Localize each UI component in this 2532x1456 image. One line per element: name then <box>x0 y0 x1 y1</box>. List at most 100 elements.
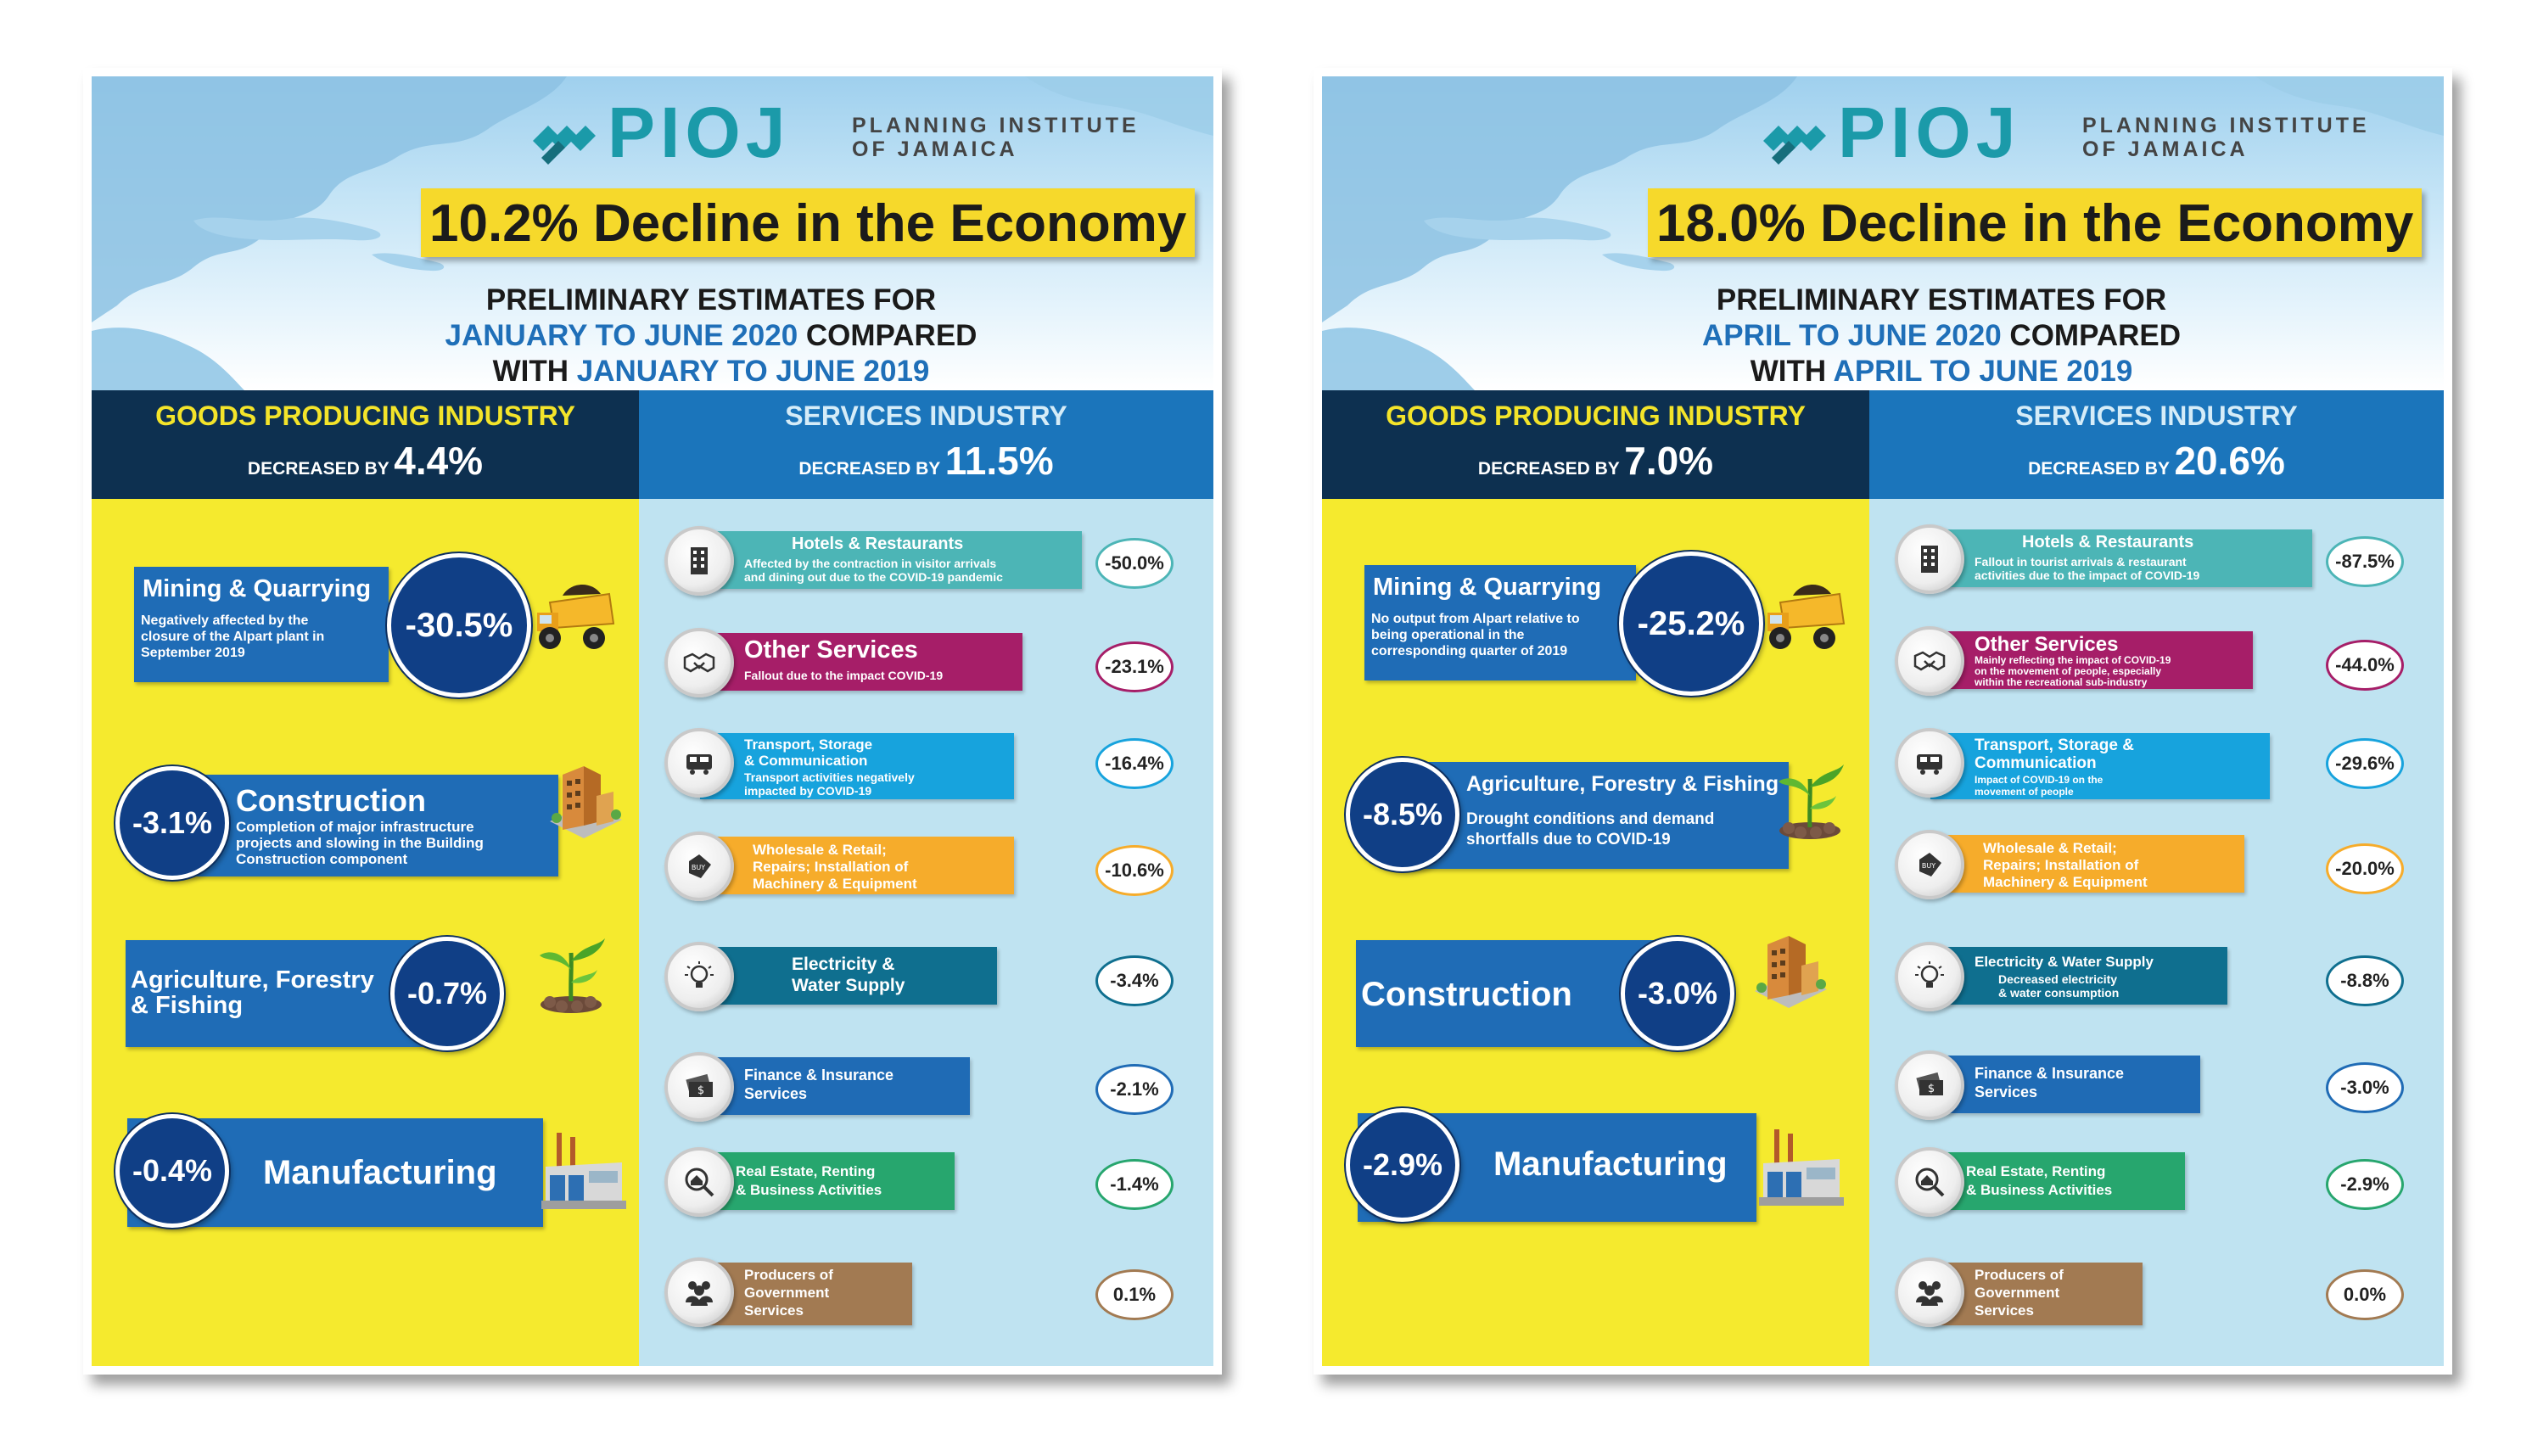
goods-value-manufacturing: -2.9% <box>1346 1108 1459 1222</box>
services-column: Hotels & Restaurants Affected by the con… <box>639 499 1213 1366</box>
building-icon <box>1746 923 1831 1016</box>
people-icon <box>664 1257 734 1327</box>
service-row-hotels: Hotels & Restaurants Affected by the con… <box>664 526 1174 596</box>
service-value-hotels: -87.5% <box>2326 536 2404 587</box>
goods-value-construction: -3.1% <box>115 766 229 880</box>
services-title: SERVICES INDUSTRY <box>2015 400 2298 431</box>
lightbulb-icon <box>1895 942 1964 1011</box>
header: PIOJ PLANNING INSTITUTE OF JAMAICA 18.0% … <box>1322 76 2444 390</box>
goods-value-mining: -30.5% <box>387 553 531 697</box>
service-row-transport: Transport, Storage & Communication Transp… <box>664 728 1174 799</box>
service-row-real-estate: Real Estate, Renting & Business Activitie… <box>1895 1147 2404 1217</box>
goods-item-agriculture: Agriculture, Forestry & Fishing <box>126 940 431 1047</box>
service-value-finance: -2.1% <box>1095 1064 1174 1115</box>
pioj-logo-mark-icon <box>533 114 601 165</box>
service-row-other: Other Services Mainly reflecting the imp… <box>1895 626 2404 696</box>
goods-decrease: DECREASED BY 7.0% <box>1477 439 1714 483</box>
service-value-transport: -29.6% <box>2326 738 2404 789</box>
service-row-government: Producers of Government Services 0.1% <box>664 1257 1174 1327</box>
service-row-wholesale: Wholesale & Retail; Repairs; Installation… <box>1895 830 2404 899</box>
goods-item-agriculture: Agriculture, Forestry & Fishing Drought … <box>1398 762 1789 869</box>
service-row-electricity: Electricity & Water Supply -3.4% <box>664 942 1174 1011</box>
service-row-other: Other Services Fallout due to the impact… <box>664 628 1174 697</box>
headline: 10.2% Decline in the Economy <box>421 188 1196 257</box>
goods-item-mining: Mining & Quarrying No output from Alpart… <box>1364 565 1636 680</box>
infographic-panel-right: PIOJ PLANNING INSTITUTE OF JAMAICA 18.0% … <box>1314 68 2452 1375</box>
service-value-finance: -3.0% <box>2326 1062 2404 1113</box>
service-row-finance: Finance & Insurance Services -2.1% <box>664 1052 1174 1122</box>
goods-value-mining: -25.2% <box>1619 552 1763 696</box>
train-icon <box>1895 728 1964 798</box>
service-row-real-estate: Real Estate, Renting & Business Activitie… <box>664 1147 1174 1217</box>
dump-truck-icon <box>533 577 618 653</box>
services-header: SERVICES INDUSTRY DECREASED BY 20.6% <box>1869 390 2444 499</box>
hotel-icon <box>1895 524 1964 594</box>
service-value-hotels: -50.0% <box>1095 538 1174 589</box>
service-value-government: 0.0% <box>2326 1269 2404 1320</box>
goods-title: GOODS PRODUCING INDUSTRY <box>1386 400 1806 431</box>
service-value-wholesale: -20.0% <box>2326 843 2404 894</box>
service-row-finance: Finance & Insurance Services -3.0% <box>1895 1050 2404 1120</box>
subtitle: PRELIMINARY ESTIMATES FOR APRIL TO JUNE … <box>1701 283 2182 388</box>
logo-subtitle: PLANNING INSTITUTE OF JAMAICA <box>2082 114 2370 161</box>
buy-tag-icon <box>664 832 734 901</box>
plant-icon <box>533 923 609 1016</box>
goods-column: Mining & Quarrying Negatively affected b… <box>92 499 639 1366</box>
goods-header: GOODS PRODUCING INDUSTRY DECREASED BY 7.… <box>1322 390 1869 499</box>
services-column: Hotels & Restaurants Fallout in tourist … <box>1869 499 2444 1366</box>
building-icon <box>541 753 626 847</box>
goods-item-construction: Construction <box>1356 940 1661 1047</box>
factory-icon <box>541 1128 626 1213</box>
service-row-wholesale: Wholesale & Retail; Repairs; Installation… <box>664 832 1174 901</box>
headline: 18.0% Decline in the Economy <box>1648 188 2423 257</box>
money-icon <box>1895 1050 1964 1120</box>
goods-item-mining: Mining & Quarrying Negatively affected b… <box>134 567 389 682</box>
handshake-icon <box>664 628 734 697</box>
money-icon <box>664 1052 734 1122</box>
subtitle: PRELIMINARY ESTIMATES FOR JANUARY TO JUN… <box>445 283 978 388</box>
goods-value-manufacturing: -0.4% <box>115 1114 229 1228</box>
goods-column: Mining & Quarrying No output from Alpart… <box>1322 499 1869 1366</box>
house-search-icon <box>664 1147 734 1217</box>
people-icon <box>1895 1257 1964 1327</box>
hotel-icon <box>664 526 734 596</box>
service-value-real-estate: -1.4% <box>1095 1159 1174 1210</box>
service-value-other: -44.0% <box>2326 640 2404 691</box>
service-row-transport: Transport, Storage & Communication Impact… <box>1895 728 2404 799</box>
factory-icon <box>1759 1125 1844 1210</box>
services-title: SERVICES INDUSTRY <box>785 400 1067 431</box>
services-decrease: DECREASED BY 20.6% <box>2028 439 2285 483</box>
service-row-electricity: Electricity & Water Supply Decreased ele… <box>1895 942 2404 1011</box>
service-value-electricity: -8.8% <box>2326 955 2404 1006</box>
goods-value-agriculture: -0.7% <box>390 937 504 1050</box>
pioj-logo-mark-icon <box>1763 114 1831 165</box>
header: PIOJ PLANNING INSTITUTE OF JAMAICA 10.2% … <box>92 76 1213 390</box>
buy-tag-icon <box>1895 830 1964 899</box>
service-value-real-estate: -2.9% <box>2326 1159 2404 1210</box>
goods-value-construction: -3.0% <box>1621 937 1734 1050</box>
services-header: SERVICES INDUSTRY DECREASED BY 11.5% <box>639 390 1213 499</box>
service-value-government: 0.1% <box>1095 1269 1174 1320</box>
goods-decrease: DECREASED BY 4.4% <box>247 439 484 483</box>
plant-icon <box>1772 749 1848 843</box>
dump-truck-icon <box>1763 577 1848 653</box>
house-search-icon <box>1895 1147 1964 1217</box>
goods-item-construction: Construction Completion of major infrast… <box>168 775 558 876</box>
logo-subtitle: PLANNING INSTITUTE OF JAMAICA <box>852 114 1140 161</box>
goods-header: GOODS PRODUCING INDUSTRY DECREASED BY 4.… <box>92 390 639 499</box>
service-value-electricity: -3.4% <box>1095 955 1174 1006</box>
logo-name: PIOJ <box>1838 92 2021 172</box>
service-row-hotels: Hotels & Restaurants Fallout in tourist … <box>1895 524 2404 594</box>
logo-name: PIOJ <box>608 92 791 172</box>
services-decrease: DECREASED BY 11.5% <box>798 439 1054 483</box>
lightbulb-icon <box>664 942 734 1011</box>
service-row-government: Producers of Government Services 0.0% <box>1895 1257 2404 1327</box>
train-icon <box>664 728 734 798</box>
service-value-other: -23.1% <box>1095 641 1174 692</box>
infographic-panel-left: PIOJ PLANNING INSTITUTE OF JAMAICA 10.2% … <box>83 68 1222 1375</box>
service-value-transport: -16.4% <box>1095 738 1174 789</box>
service-value-wholesale: -10.6% <box>1095 845 1174 896</box>
handshake-icon <box>1895 626 1964 696</box>
goods-value-agriculture: -8.5% <box>1346 758 1459 871</box>
goods-title: GOODS PRODUCING INDUSTRY <box>155 400 575 431</box>
